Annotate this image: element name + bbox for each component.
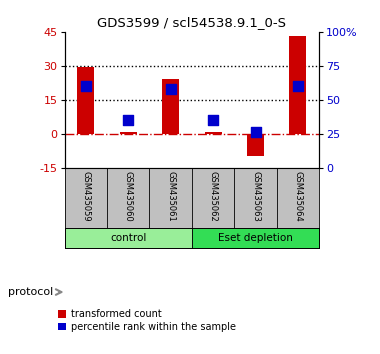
Bar bbox=[247, 134, 264, 156]
Point bbox=[125, 118, 131, 123]
Text: GSM435063: GSM435063 bbox=[251, 171, 260, 222]
Point bbox=[83, 84, 89, 89]
Text: Eset depletion: Eset depletion bbox=[218, 233, 293, 243]
Point bbox=[168, 86, 174, 92]
Text: GSM435064: GSM435064 bbox=[293, 171, 302, 222]
Text: GSM435059: GSM435059 bbox=[81, 171, 90, 221]
Legend: transformed count, percentile rank within the sample: transformed count, percentile rank withi… bbox=[58, 309, 236, 332]
Text: protocol: protocol bbox=[8, 287, 53, 297]
Bar bbox=[78, 67, 94, 134]
Text: GSM435060: GSM435060 bbox=[124, 171, 133, 222]
Text: control: control bbox=[110, 233, 146, 243]
Point bbox=[252, 130, 258, 135]
Bar bbox=[192, 228, 319, 248]
Bar bbox=[65, 228, 192, 248]
Title: GDS3599 / scl54538.9.1_0-S: GDS3599 / scl54538.9.1_0-S bbox=[97, 16, 287, 29]
Text: GSM435061: GSM435061 bbox=[166, 171, 175, 222]
Bar bbox=[120, 132, 137, 134]
Text: GSM435062: GSM435062 bbox=[209, 171, 218, 222]
Bar bbox=[290, 36, 306, 134]
Point bbox=[295, 84, 301, 89]
Bar bbox=[162, 79, 179, 134]
Bar bbox=[204, 132, 222, 134]
Point bbox=[210, 118, 216, 123]
